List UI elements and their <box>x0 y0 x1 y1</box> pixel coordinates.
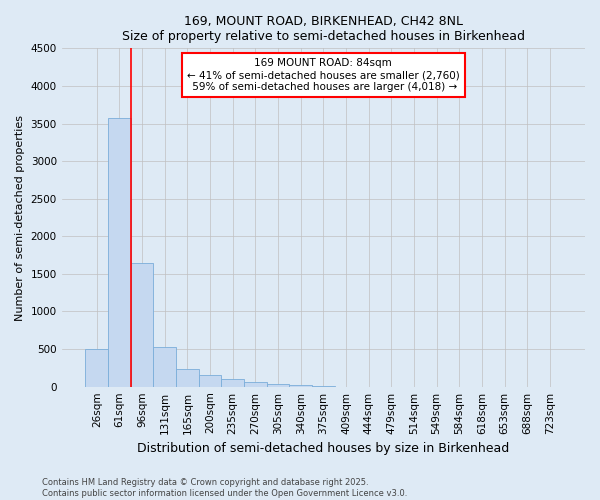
Bar <box>244 382 266 386</box>
Bar <box>108 118 131 386</box>
Bar <box>131 262 154 386</box>
Text: 169 MOUNT ROAD: 84sqm
← 41% of semi-detached houses are smaller (2,760)
 59% of : 169 MOUNT ROAD: 84sqm ← 41% of semi-deta… <box>187 58 460 92</box>
Bar <box>221 379 244 386</box>
Bar <box>85 349 108 387</box>
Text: Contains HM Land Registry data © Crown copyright and database right 2025.
Contai: Contains HM Land Registry data © Crown c… <box>42 478 407 498</box>
Y-axis label: Number of semi-detached properties: Number of semi-detached properties <box>15 114 25 320</box>
X-axis label: Distribution of semi-detached houses by size in Birkenhead: Distribution of semi-detached houses by … <box>137 442 509 455</box>
Bar <box>289 385 312 386</box>
Bar <box>266 384 289 386</box>
Bar <box>176 368 199 386</box>
Bar <box>199 374 221 386</box>
Title: 169, MOUNT ROAD, BIRKENHEAD, CH42 8NL
Size of property relative to semi-detached: 169, MOUNT ROAD, BIRKENHEAD, CH42 8NL Si… <box>122 15 525 43</box>
Bar <box>154 347 176 387</box>
